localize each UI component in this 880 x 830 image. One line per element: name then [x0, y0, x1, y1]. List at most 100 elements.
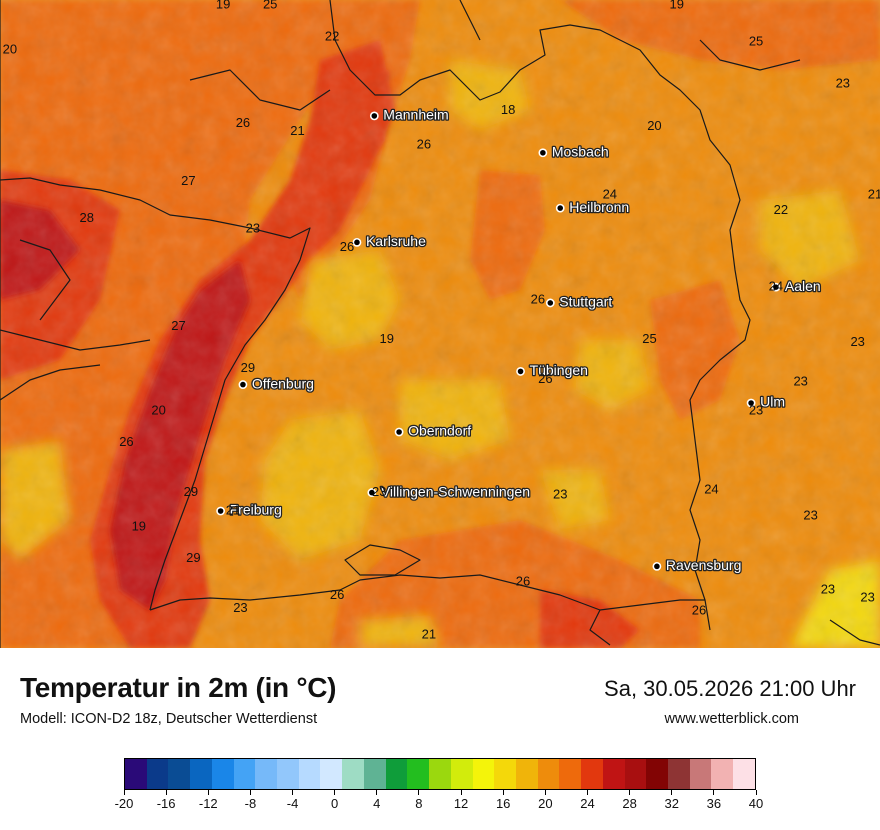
city-label: Oberndorf	[408, 423, 471, 439]
temperature-value-33: 23	[372, 484, 386, 499]
legend-swatch-3	[190, 759, 212, 789]
legend-swatch-25	[667, 759, 690, 789]
temperature-value-38: 29	[186, 550, 200, 565]
city-label: Heilbronn	[569, 199, 629, 215]
legend-swatch-6	[255, 759, 278, 789]
temperature-value-11: 26	[417, 136, 431, 151]
legend-swatch-18	[515, 759, 538, 789]
legend-swatch-2	[168, 759, 191, 789]
legend-tick-mark	[671, 790, 673, 795]
city-marker-dot	[367, 488, 377, 497]
legend-tick-mark	[713, 790, 715, 795]
legend-swatch-1	[146, 759, 169, 789]
temperature-value-29: 23	[749, 402, 763, 417]
temperature-value-26: 23	[793, 373, 807, 388]
temperature-value-13: 24	[603, 186, 617, 201]
legend-tick-label: 20	[538, 796, 553, 811]
legend-swatch-21	[581, 759, 603, 789]
temperature-value-41: 26	[516, 574, 530, 589]
temperature-value-1: 25	[263, 0, 277, 12]
legend-tick-label: -8	[244, 796, 257, 811]
city-stuttgart[interactable]: Stuttgart	[545, 292, 614, 311]
legend-tick-mark	[502, 790, 504, 795]
legend-tick-label: 16	[495, 796, 511, 811]
temperature-value-36: 23	[803, 508, 817, 523]
legend-swatch-26	[689, 759, 712, 789]
city-label: Offenburg	[252, 375, 314, 391]
temperature-field-texture	[0, 0, 880, 648]
temperature-value-18: 26	[340, 239, 354, 254]
city-mosbach[interactable]: Mosbach	[538, 142, 610, 161]
legend-swatch-8	[298, 759, 321, 789]
forecast-datetime: Sa, 30.05.2026 21:00 Uhr	[604, 676, 856, 701]
temperature-value-2: 19	[669, 0, 683, 12]
legend-swatch-28	[733, 759, 755, 789]
city-freiburg[interactable]: Freiburg	[216, 500, 283, 519]
legend-tick-mark	[376, 790, 378, 795]
legend-tick-mark	[292, 790, 294, 795]
temperature-value-21: 27	[171, 318, 185, 333]
legend-tick-label: 4	[373, 796, 381, 811]
temperature-value-6: 23	[836, 76, 850, 91]
city-marker-dot	[238, 380, 248, 389]
legend-swatch-14	[429, 759, 451, 789]
legend-swatch-23	[624, 759, 647, 789]
legend-tick-label: -4	[286, 796, 299, 811]
legend-swatch-16	[472, 759, 495, 789]
legend-tick-mark	[123, 790, 125, 795]
city-mannheim[interactable]: Mannheim	[369, 105, 450, 124]
city-karlsruhe[interactable]: Karlsruhe	[352, 232, 427, 250]
city-label: Karlsruhe	[366, 233, 426, 249]
website-link[interactable]: www.wetterblick.com	[664, 711, 799, 727]
temperature-map[interactable]: Mannheim Mosbach Heilbronn Karlsruhe Aalen St…	[0, 0, 880, 648]
legend-tick-mark	[207, 790, 209, 795]
city-villingen-schwenningen[interactable]: Villingen-Schwenningen	[367, 482, 531, 501]
legend-tick-mark	[629, 790, 631, 795]
temperature-value-3: 25	[749, 34, 763, 49]
city-label: Villingen-Schwenningen	[381, 483, 530, 499]
temperature-value-8: 26	[236, 115, 250, 130]
city-ravensburg[interactable]: Ravensburg	[652, 556, 743, 574]
city-label: Aalen	[785, 278, 821, 294]
legend-swatch-4	[211, 759, 234, 789]
map-title: Temperatur in 2m (in °C)	[20, 672, 337, 703]
temperature-values: 19 25 19 25 20 22 23 18 26 21 20 26 27 24 21 28 22 23 26 26…	[3, 0, 880, 641]
city-markers: Mannheim Mosbach Heilbronn Karlsruhe Aalen St…	[216, 105, 822, 574]
city-heilbronn[interactable]: Heilbronn	[555, 198, 630, 216]
city-label: Freiburg	[230, 502, 282, 518]
temperature-value-16: 22	[774, 202, 788, 217]
city-aalen[interactable]: Aalen	[771, 277, 822, 295]
city-marker-dot	[652, 561, 662, 571]
legend-tick-label: 0	[331, 796, 339, 811]
city-marker-dot	[771, 282, 781, 292]
color-legend	[124, 758, 756, 790]
city-marker-dot	[555, 203, 565, 213]
city-ulm[interactable]: Ulm	[746, 392, 786, 411]
legend-tick-label: 36	[706, 796, 722, 811]
city-tubingen[interactable]: Tübingen	[516, 361, 589, 379]
temperature-value-35: 21	[226, 502, 240, 517]
legend-tick-mark	[418, 790, 420, 795]
legend-tick-label: 40	[748, 796, 764, 811]
legend-tick-label: 12	[453, 796, 469, 811]
temperature-value-37: 19	[132, 518, 146, 533]
city-offenburg[interactable]: Offenburg	[238, 374, 315, 393]
legend-swatch-11	[363, 759, 386, 789]
city-marker-dot	[545, 298, 555, 308]
city-marker-dot	[538, 148, 548, 158]
temperature-value-4: 20	[3, 41, 17, 56]
border-lines	[0, 0, 880, 648]
temperature-value-39: 23	[821, 581, 835, 596]
temperature-value-10: 20	[647, 118, 661, 133]
legend-tick-label: -16	[156, 796, 176, 811]
legend-tick-label: -12	[198, 796, 218, 811]
legend-swatch-9	[320, 759, 343, 789]
city-oberndorf[interactable]: Oberndorf	[394, 421, 473, 440]
city-label: Stuttgart	[559, 294, 612, 310]
temperature-value-31: 29	[184, 484, 198, 499]
legend-swatch-13	[407, 759, 430, 789]
legend-tick-mark	[755, 790, 757, 795]
legend-swatch-0	[125, 759, 147, 789]
temperature-value-15: 28	[80, 210, 94, 225]
legend-swatch-10	[342, 759, 364, 789]
